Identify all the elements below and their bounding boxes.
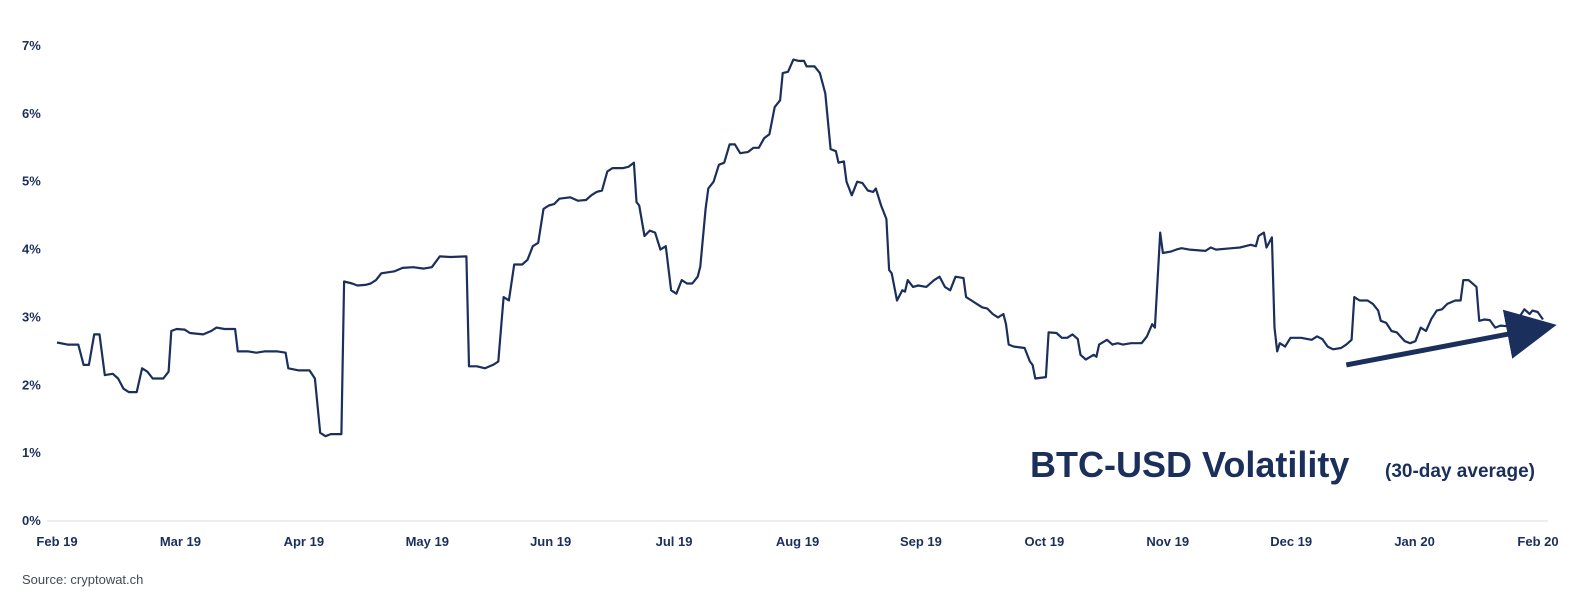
x-tick-label: Sep 19 bbox=[900, 534, 942, 549]
chart-subtitle: (30-day average) bbox=[1385, 461, 1535, 482]
y-tick-label: 4% bbox=[22, 242, 41, 257]
y-tick-label: 7% bbox=[22, 38, 41, 53]
y-tick-label: 0% bbox=[22, 513, 41, 528]
x-tick-label: Jun 19 bbox=[530, 534, 571, 549]
source-caption: Source: cryptowat.ch bbox=[22, 572, 144, 587]
x-tick-label: Nov 19 bbox=[1146, 534, 1189, 549]
y-tick-label: 1% bbox=[22, 445, 41, 460]
x-tick-label: Dec 19 bbox=[1270, 534, 1312, 549]
y-axis-ticks: 0% 1% 2% 3% 4% 5% 6% 7% bbox=[22, 38, 41, 528]
x-tick-label: Mar 19 bbox=[160, 534, 201, 549]
x-tick-label: Aug 19 bbox=[776, 534, 819, 549]
x-tick-label: Jul 19 bbox=[656, 534, 693, 549]
x-axis-ticks: Feb 19 Mar 19 Apr 19 May 19 Jun 19 Jul 19 Aug … bbox=[36, 534, 1558, 549]
x-tick-label: May 19 bbox=[406, 534, 449, 549]
x-tick-label: Jan 20 bbox=[1394, 534, 1434, 549]
y-tick-label: 5% bbox=[22, 174, 41, 189]
x-tick-label: Feb 20 bbox=[1517, 534, 1558, 549]
x-tick-label: Oct 19 bbox=[1024, 534, 1064, 549]
x-tick-label: Apr 19 bbox=[284, 534, 324, 549]
y-tick-label: 3% bbox=[22, 309, 41, 324]
x-tick-label: Feb 19 bbox=[36, 534, 77, 549]
y-tick-label: 6% bbox=[22, 106, 41, 121]
volatility-series-line bbox=[56, 58, 1544, 438]
chart-title: BTC-USD Volatility bbox=[1030, 444, 1349, 485]
y-tick-label: 2% bbox=[22, 377, 41, 392]
trend-arrow bbox=[1345, 309, 1557, 368]
